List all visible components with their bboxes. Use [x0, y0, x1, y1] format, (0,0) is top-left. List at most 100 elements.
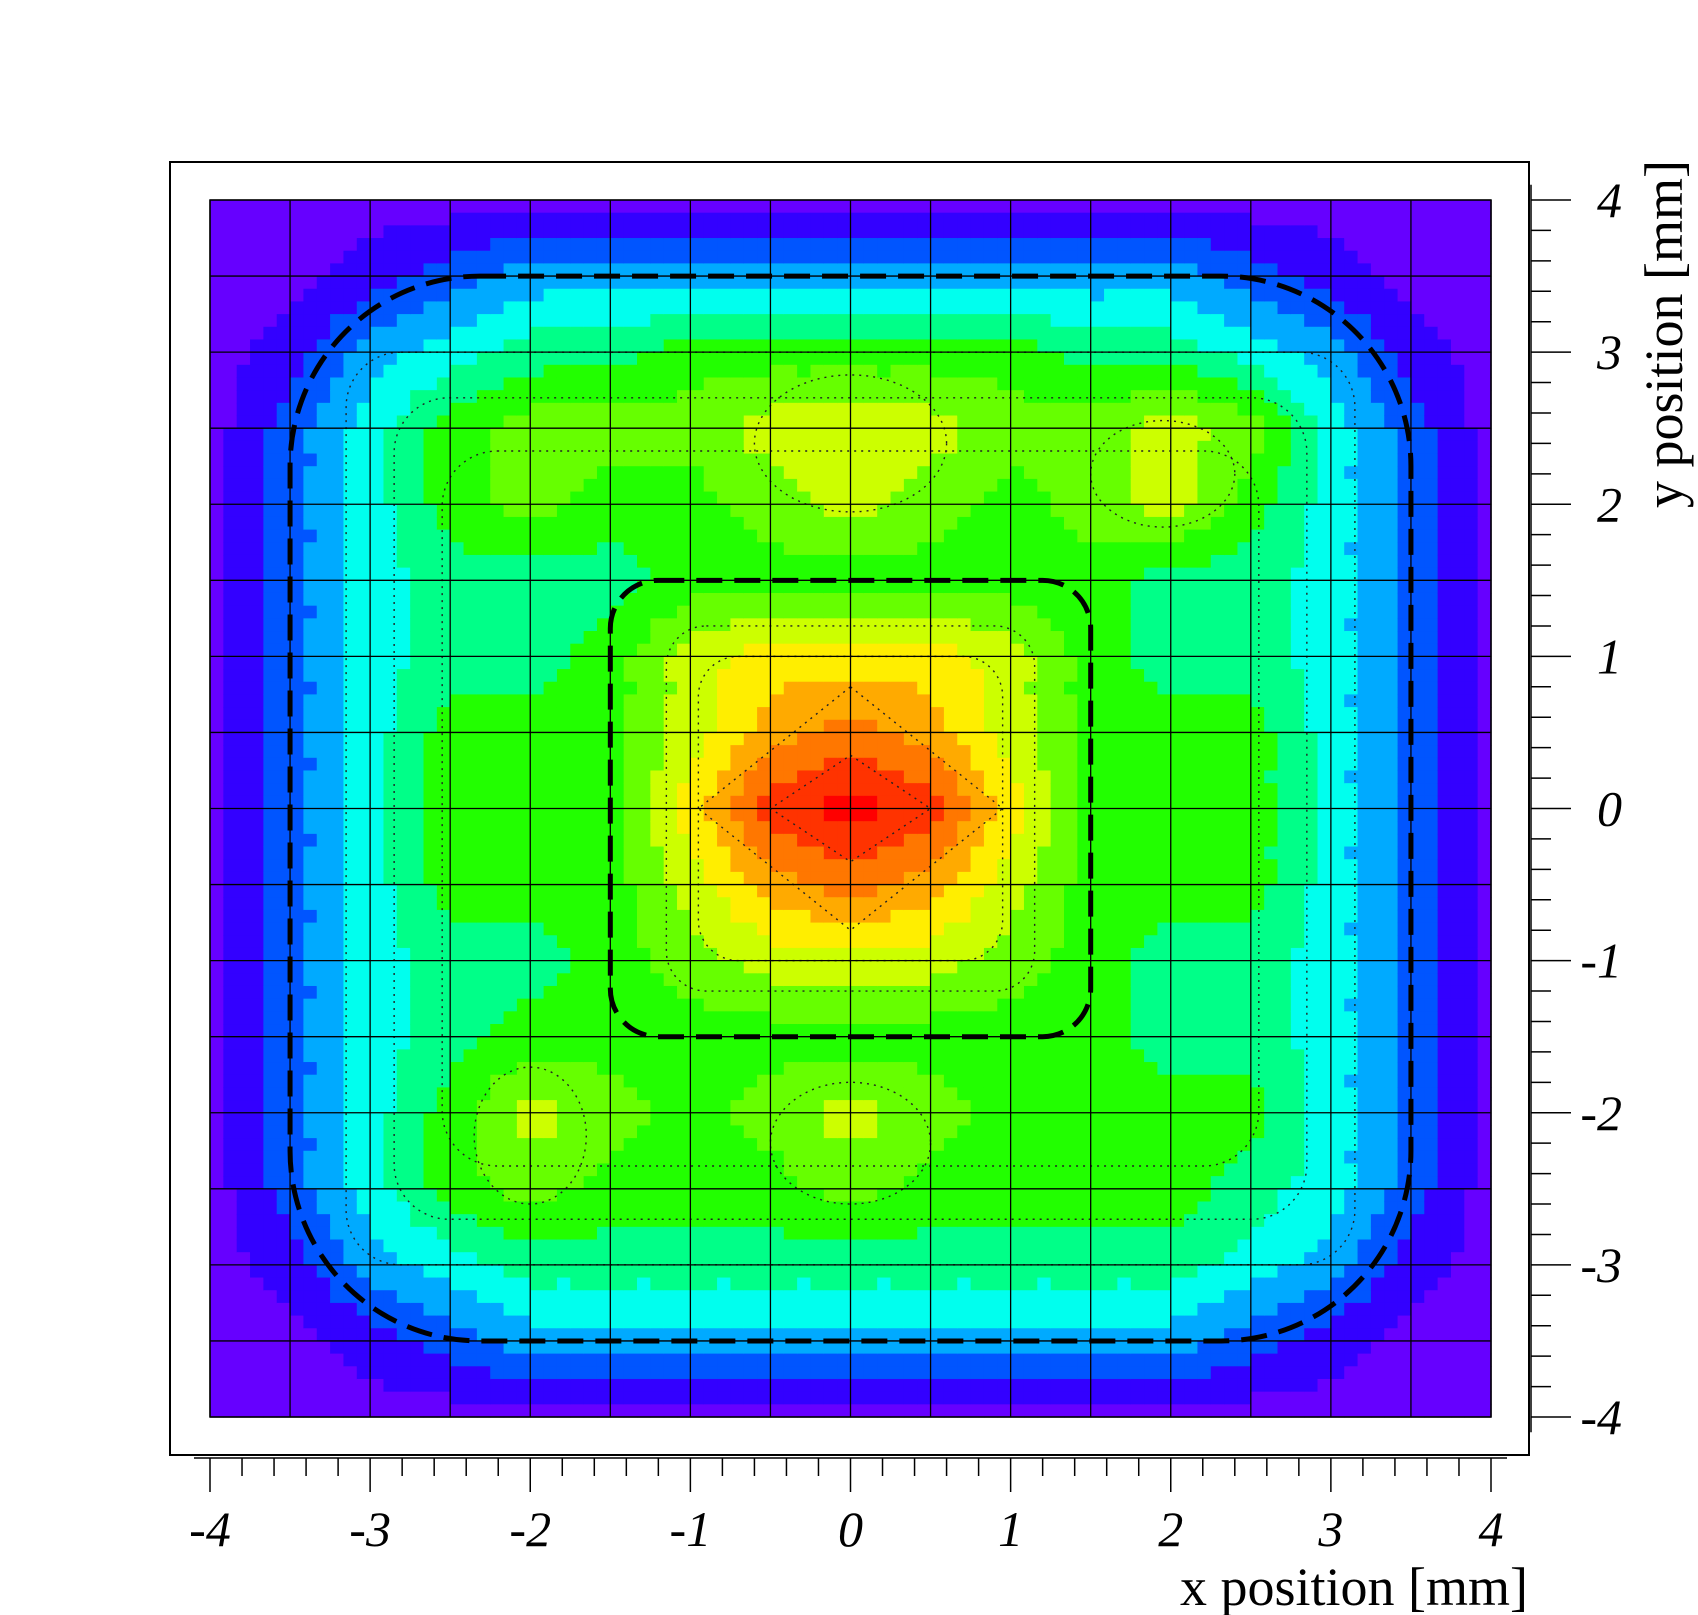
heatmap-cell: [316, 732, 331, 746]
heatmap-cell: [1023, 453, 1038, 467]
heatmap-cell: [783, 821, 798, 835]
heatmap-cell: [957, 732, 972, 746]
heatmap-cell: [423, 795, 438, 810]
heatmap-cell: [303, 871, 318, 886]
heatmap-cell: [330, 631, 345, 645]
heatmap-cell: [396, 466, 411, 480]
heatmap-cell: [1064, 326, 1078, 341]
heatmap-cell: [1357, 466, 1372, 480]
heatmap-cell: [410, 732, 425, 746]
heatmap-cell: [1144, 440, 1159, 455]
heatmap-cell: [503, 757, 518, 772]
heatmap-cell: [583, 238, 598, 252]
heatmap-cell: [1437, 770, 1452, 784]
heatmap-cell: [837, 516, 852, 531]
heatmap-cell: [1250, 288, 1265, 303]
heatmap-cell: [276, 592, 291, 607]
heatmap-cell: [1144, 656, 1159, 670]
heatmap-cell: [1330, 491, 1345, 505]
heatmap-cell: [637, 263, 651, 277]
heatmap-cell: [1250, 415, 1265, 429]
heatmap-cell: [1157, 770, 1172, 784]
heatmap-cell: [850, 694, 865, 708]
heatmap-cell: [503, 783, 518, 797]
heatmap-cell: [903, 504, 918, 518]
heatmap-cell: [917, 415, 932, 429]
heatmap-cell: [210, 478, 224, 493]
heatmap-cell: [783, 605, 798, 619]
heatmap-cell: [1437, 783, 1452, 797]
heatmap-cell: [410, 238, 425, 252]
heatmap-cell: [516, 415, 531, 429]
heatmap-cell: [356, 453, 371, 467]
heatmap-cell: [1010, 656, 1025, 670]
heatmap-cell: [970, 554, 985, 569]
heatmap-cell: [823, 542, 838, 556]
heatmap-cell: [1264, 288, 1279, 303]
heatmap-cell: [1104, 783, 1118, 797]
heatmap-cell: [1237, 212, 1252, 226]
heatmap-cell: [463, 250, 478, 264]
heatmap-cell: [957, 580, 972, 594]
heatmap-cell: [1464, 669, 1479, 683]
heatmap-cell: [1264, 732, 1279, 746]
heatmap-cell: [343, 390, 358, 404]
heatmap-cell: [1144, 643, 1159, 657]
heatmap-cell: [1050, 795, 1065, 810]
heatmap-cell: [1037, 478, 1052, 493]
heatmap-cell: [1464, 263, 1479, 277]
heatmap-cell: [663, 402, 678, 417]
heatmap-cell: [863, 631, 878, 645]
heatmap-cell: [490, 757, 505, 772]
heatmap-cell: [797, 745, 812, 759]
heatmap-cell: [1170, 288, 1185, 303]
heatmap-cell: [903, 529, 918, 543]
heatmap-cell: [663, 567, 678, 581]
heatmap-cell: [770, 314, 785, 328]
heatmap-cell: [1144, 770, 1159, 784]
heatmap-cell: [1237, 783, 1252, 797]
heatmap-cell: [503, 402, 518, 417]
heatmap-cell: [1010, 745, 1025, 759]
heatmap-cell: [396, 757, 411, 772]
heatmap-cell: [997, 238, 1012, 252]
heatmap-cell: [570, 301, 585, 315]
heatmap-cell: [1104, 225, 1118, 239]
heatmap-cell: [356, 326, 371, 341]
heatmap-cell: [810, 250, 825, 264]
heatmap-cell: [290, 478, 305, 493]
heatmap-cell: [970, 580, 985, 594]
heatmap-cell: [236, 846, 251, 860]
heatmap-cell: [1424, 453, 1439, 467]
heatmap-cell: [717, 745, 732, 759]
heatmap-cell: [1023, 821, 1038, 835]
heatmap-cell: [783, 402, 798, 417]
heatmap-cell: [917, 770, 932, 784]
heatmap-cell: [1237, 681, 1252, 696]
heatmap-cell: [1464, 592, 1479, 607]
heatmap-cell: [1197, 580, 1212, 594]
heatmap-cell: [1050, 339, 1065, 353]
heatmap-cell: [837, 833, 852, 848]
heatmap-cell: [890, 428, 905, 442]
heatmap-cell: [943, 415, 958, 429]
heatmap-cell: [223, 580, 238, 594]
heatmap-cell: [1050, 783, 1065, 797]
heatmap-cell: [837, 681, 852, 696]
heatmap-cell: [823, 339, 838, 353]
heatmap-cell: [1317, 415, 1332, 429]
heatmap-cell: [290, 669, 305, 683]
heatmap-cell: [1370, 732, 1385, 746]
heatmap-cell: [770, 250, 785, 264]
heatmap-cell: [436, 643, 451, 657]
heatmap-cell: [1397, 618, 1412, 632]
heatmap-cell: [1237, 238, 1252, 252]
heatmap-cell: [1117, 478, 1132, 493]
heatmap-cell: [997, 200, 1012, 214]
heatmap-cell: [823, 402, 838, 417]
heatmap-cell: [223, 542, 238, 556]
heatmap-cell: [303, 643, 318, 657]
heatmap-cell: [637, 326, 651, 341]
heatmap-cell: [1384, 745, 1399, 759]
heatmap-cell: [236, 390, 251, 404]
